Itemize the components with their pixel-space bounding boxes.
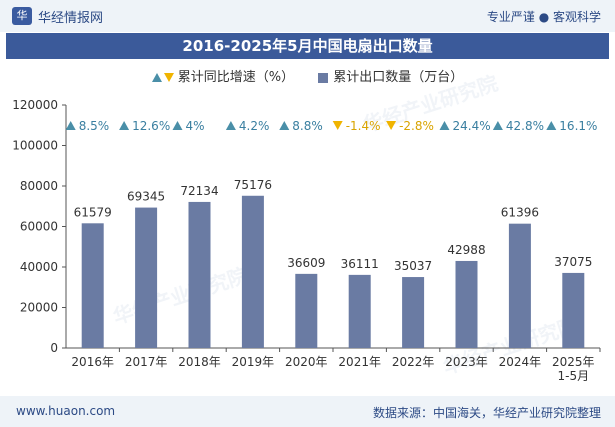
x-tick-label: 2023年 — [445, 355, 488, 369]
legend-growth-label: 累计同比增速（%） — [177, 70, 295, 85]
legend-quantity-label: 累计出口数量（万台） — [333, 70, 464, 85]
growth-up-icon — [172, 121, 183, 130]
y-tick-label: 120000 — [12, 98, 58, 112]
bar-swatch-icon — [318, 72, 329, 83]
chart-title: 2016-2025年5月中国电扇出口数量 — [182, 37, 433, 55]
y-tick-label: 20000 — [20, 301, 58, 315]
growth-down-icon — [332, 121, 343, 130]
growth-down-icon — [386, 121, 397, 130]
bar — [295, 273, 318, 348]
growth-label: 8.8% — [292, 119, 323, 133]
growth-label: 12.6% — [132, 119, 170, 133]
growth-up-icon — [492, 121, 503, 130]
footer: www.huaon.com 数据来源：中国海关，华经产业研究院整理 — [0, 396, 615, 427]
bar-value-label: 61579 — [74, 205, 112, 219]
y-tick-label: 60000 — [20, 220, 58, 234]
growth-label: 8.5% — [79, 119, 110, 133]
bar — [562, 272, 585, 348]
growth-label: -2.8% — [399, 119, 434, 133]
x-tick-label: 2020年 — [285, 355, 328, 369]
x-tick-label: 2025年 — [552, 355, 595, 369]
footer-website: www.huaon.com — [16, 404, 116, 418]
bar — [135, 207, 158, 348]
bar-value-label: 61396 — [501, 206, 539, 220]
y-tick-label: 100000 — [12, 139, 58, 153]
x-tick-label: 2016年 — [71, 355, 114, 369]
title-bar: 2016-2025年5月中国电扇出口数量 — [6, 33, 609, 59]
bar-value-label: 35037 — [394, 259, 432, 273]
legend-growth: 累计同比增速（%） — [151, 66, 295, 85]
bar-value-label: 75176 — [234, 178, 272, 192]
bar — [348, 274, 371, 348]
growth-up-icon — [279, 121, 290, 130]
growth-label: 4% — [186, 119, 205, 133]
x-tick-label: 2024年 — [499, 355, 542, 369]
x-tick-label: 1-5月 — [557, 369, 589, 383]
tagline: 专业严谨 ● 客观科学 — [486, 10, 601, 24]
growth-label: 24.4% — [453, 119, 491, 133]
logo-icon: 华 — [12, 7, 32, 25]
x-tick-label: 2021年 — [338, 355, 381, 369]
bar-value-label: 69345 — [127, 190, 165, 204]
bar-value-label: 36609 — [287, 256, 325, 270]
y-tick-label: 40000 — [20, 260, 58, 274]
bar — [508, 223, 531, 348]
x-tick-label: 2017年 — [125, 355, 168, 369]
bar — [81, 223, 104, 348]
growth-up-icon — [119, 121, 130, 130]
growth-label: 4.2% — [239, 119, 270, 133]
growth-label: -1.4% — [346, 119, 381, 133]
bar-value-label: 37075 — [554, 255, 592, 269]
bar-value-label: 72134 — [180, 184, 218, 198]
growth-up-icon — [546, 121, 557, 130]
growth-up-icon — [439, 121, 450, 130]
legend: 累计同比增速（%） 累计出口数量（万台） — [0, 66, 615, 85]
legend-quantity: 累计出口数量（万台） — [318, 66, 463, 85]
footer-source: 数据来源：中国海关，华经产业研究院整理 — [372, 406, 601, 420]
bar-value-label: 36111 — [341, 257, 379, 271]
growth-up-icon — [65, 121, 76, 130]
growth-label: 42.8% — [506, 119, 544, 133]
x-tick-label: 2022年 — [392, 355, 435, 369]
x-tick-label: 2018年 — [178, 355, 221, 369]
brand-name: 华经情报网 — [38, 11, 104, 26]
triangle-up-icon — [151, 73, 162, 82]
y-tick-label: 80000 — [20, 179, 58, 193]
bar-value-label: 42988 — [447, 243, 485, 257]
bar — [455, 260, 478, 348]
bar — [402, 277, 425, 348]
growth-up-icon — [225, 121, 236, 130]
growth-label: 16.1% — [559, 119, 597, 133]
bar — [188, 201, 211, 348]
top-bar: 华 华经情报网 专业严谨 ● 客观科学 — [0, 0, 615, 32]
y-tick-label: 0 — [50, 341, 58, 355]
triangle-down-icon — [163, 73, 174, 82]
x-tick-label: 2019年 — [232, 355, 275, 369]
bar-chart: 0 20000 40000 60000 80000 100000 120000 61579 8.… — [12, 98, 601, 383]
bar — [241, 195, 264, 348]
